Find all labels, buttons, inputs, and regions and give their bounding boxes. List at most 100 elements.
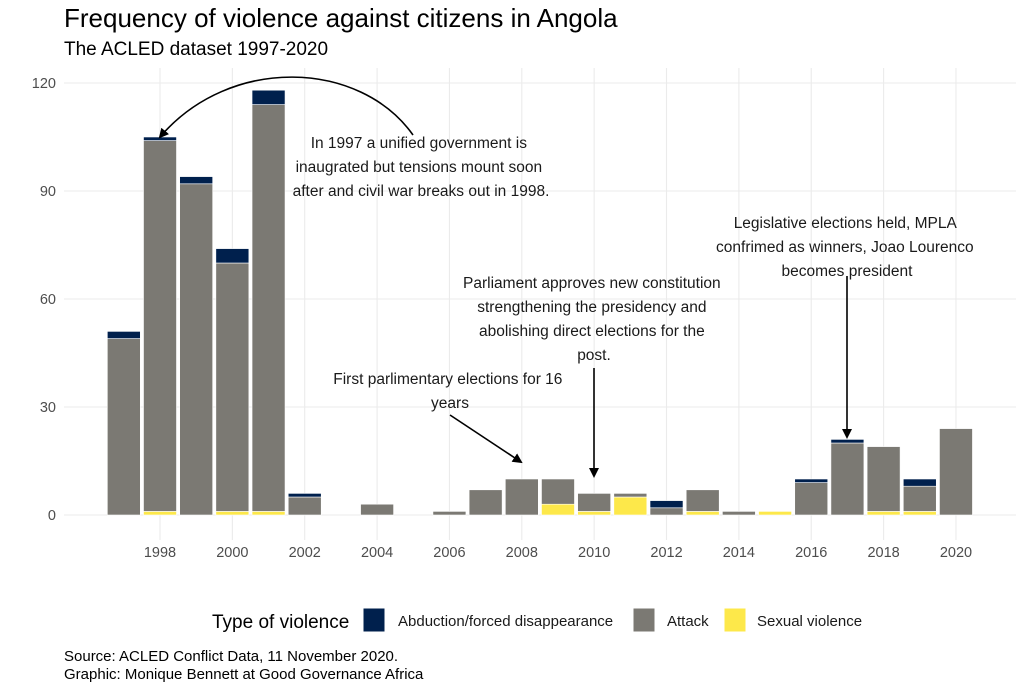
bar-attack-2010 <box>577 493 611 512</box>
bar-abduction-forced-disappearance-2019 <box>902 478 937 487</box>
bar-stack-2018 <box>866 446 901 516</box>
bar-sexual-violence-2011 <box>613 496 648 516</box>
y-tick-label: 60 <box>40 292 56 308</box>
x-tick-label: 2020 <box>940 545 972 561</box>
x-tick-label: 2010 <box>578 545 610 561</box>
bar-attack-2008 <box>504 478 539 516</box>
bar-stack-2020 <box>939 428 973 516</box>
caption: Source: ACLED Conflict Data, 11 November… <box>64 648 424 683</box>
legend-label-sexual-violence: Sexual violence <box>757 613 862 630</box>
bar-attack-2017 <box>830 442 865 516</box>
bar-abduction-forced-disappearance-1998 <box>143 136 177 141</box>
bar-stack-2016 <box>794 478 829 516</box>
bar-stack-2007 <box>468 489 503 516</box>
bar-stack-2013 <box>685 489 720 516</box>
legend-label-abduction: Abduction/forced disappearance <box>398 613 613 630</box>
annotation-2017: Legislative elections held, MPLA confrim… <box>716 215 978 280</box>
annotation-2008: First parlimentary elections for 16 year… <box>333 371 566 412</box>
bar-abduction-forced-disappearance-2000 <box>215 248 250 264</box>
bars <box>107 89 973 516</box>
bar-attack-1999 <box>179 183 213 516</box>
bar-sexual-violence-2013 <box>685 511 720 516</box>
bar-stack-2010 <box>577 493 611 516</box>
bar-stack-2000 <box>215 248 250 516</box>
x-axis: 1998 2000 2002 2004 2006 2008 2010 2012 2014 2016… <box>144 545 972 561</box>
x-tick-label: 2000 <box>216 545 248 561</box>
x-tick-label: 2018 <box>867 545 899 561</box>
bar-sexual-violence-2015 <box>758 511 792 516</box>
y-tick-label: 0 <box>48 508 56 524</box>
bar-abduction-forced-disappearance-2017 <box>830 439 865 444</box>
annotation-arrow-1997 <box>158 76 414 139</box>
bar-stack-2009 <box>541 478 575 516</box>
bar-abduction-forced-disappearance-2001 <box>251 89 286 105</box>
bar-attack-1997 <box>107 338 141 516</box>
caption-source: Source: ACLED Conflict Data, 11 November… <box>64 648 398 665</box>
bar-attack-2009 <box>541 478 575 505</box>
caption-graphic: Graphic: Monique Bennett at Good Governa… <box>64 666 424 683</box>
bar-abduction-forced-disappearance-2002 <box>287 493 322 498</box>
x-tick-label: 2014 <box>723 545 755 561</box>
bar-stack-2014 <box>722 511 756 516</box>
y-tick-label: 90 <box>40 184 56 200</box>
bar-stack-1997 <box>107 331 141 516</box>
bar-abduction-forced-disappearance-1997 <box>107 331 141 339</box>
bar-attack-2012 <box>649 507 684 516</box>
x-tick-label: 2002 <box>289 545 321 561</box>
bar-attack-2011 <box>613 493 648 498</box>
bar-stack-1999 <box>179 176 213 516</box>
bar-attack-2016 <box>794 482 829 516</box>
legend-swatch-sexual-violence <box>723 607 747 633</box>
bar-attack-2020 <box>939 428 973 516</box>
bar-sexual-violence-2010 <box>577 511 611 516</box>
annotation-2010: Parliament approves new constitution str… <box>463 275 725 364</box>
bar-sexual-violence-2019 <box>902 511 937 516</box>
legend-label-attack: Attack <box>667 613 709 630</box>
bar-sexual-violence-1998 <box>143 511 177 516</box>
y-tick-label: 120 <box>32 76 56 92</box>
bar-stack-2001 <box>251 89 286 516</box>
bar-stack-2002 <box>287 493 322 516</box>
bar-stack-2008 <box>504 478 539 516</box>
bar-sexual-violence-2009 <box>541 503 575 516</box>
x-tick-label: 2008 <box>506 545 538 561</box>
legend-swatch-abduction <box>362 607 386 633</box>
annotations: In 1997 a unified government is inaugrat… <box>293 135 978 412</box>
bar-attack-2018 <box>866 446 901 512</box>
x-tick-label: 2012 <box>650 545 682 561</box>
bar-attack-1998 <box>143 140 177 512</box>
bar-stack-2019 <box>902 478 937 516</box>
bar-stack-2015 <box>758 511 792 516</box>
bar-sexual-violence-2000 <box>215 511 250 516</box>
bar-stack-2012 <box>649 500 684 516</box>
bar-attack-2014 <box>722 511 756 516</box>
chart-title: Frequency of violence against citizens i… <box>64 3 618 33</box>
bar-stack-1998 <box>143 136 177 516</box>
bar-attack-2013 <box>685 489 720 512</box>
legend-swatch-attack <box>632 607 656 633</box>
bar-abduction-forced-disappearance-1999 <box>179 176 213 185</box>
bar-abduction-forced-disappearance-2016 <box>794 478 829 483</box>
y-axis: 0 30 60 90 120 <box>32 76 56 524</box>
bar-attack-2006 <box>432 511 467 516</box>
annotation-1997: In 1997 a unified government is inaugrat… <box>293 135 550 200</box>
bar-stack-2017 <box>830 439 865 516</box>
bar-attack-2004 <box>360 503 394 516</box>
annotation-arrows <box>158 76 852 478</box>
x-tick-label: 2006 <box>433 545 465 561</box>
annotation-arrow-2008 <box>449 414 523 464</box>
bar-sexual-violence-2018 <box>866 511 901 516</box>
bar-attack-2000 <box>215 262 250 512</box>
y-tick-label: 30 <box>40 400 56 416</box>
bar-stack-2004 <box>360 503 394 516</box>
bar-attack-2007 <box>468 489 503 516</box>
bar-attack-2001 <box>251 104 286 512</box>
x-tick-label: 2004 <box>361 545 393 561</box>
x-tick-label: 1998 <box>144 545 176 561</box>
bar-sexual-violence-2001 <box>251 511 286 516</box>
bar-attack-2019 <box>902 485 937 512</box>
bar-abduction-forced-disappearance-2012 <box>649 500 684 509</box>
chart-subtitle: The ACLED dataset 1997-2020 <box>64 39 328 60</box>
legend: Type of violence Abduction/forced disapp… <box>212 607 862 633</box>
